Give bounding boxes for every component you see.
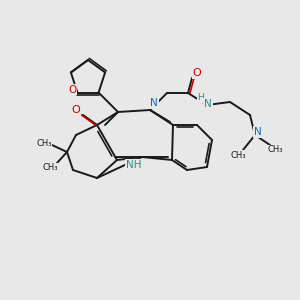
Text: CH₃: CH₃ (36, 139, 52, 148)
Text: O: O (193, 68, 201, 78)
Text: N: N (150, 98, 158, 108)
Text: CH₃: CH₃ (42, 164, 58, 172)
Text: N: N (204, 99, 212, 109)
Text: NH: NH (126, 160, 142, 170)
Text: O: O (72, 105, 80, 115)
Text: CH₃: CH₃ (230, 151, 246, 160)
Text: H: H (198, 94, 204, 103)
Text: N: N (254, 127, 262, 137)
Text: O: O (68, 85, 76, 94)
Text: CH₃: CH₃ (267, 146, 283, 154)
